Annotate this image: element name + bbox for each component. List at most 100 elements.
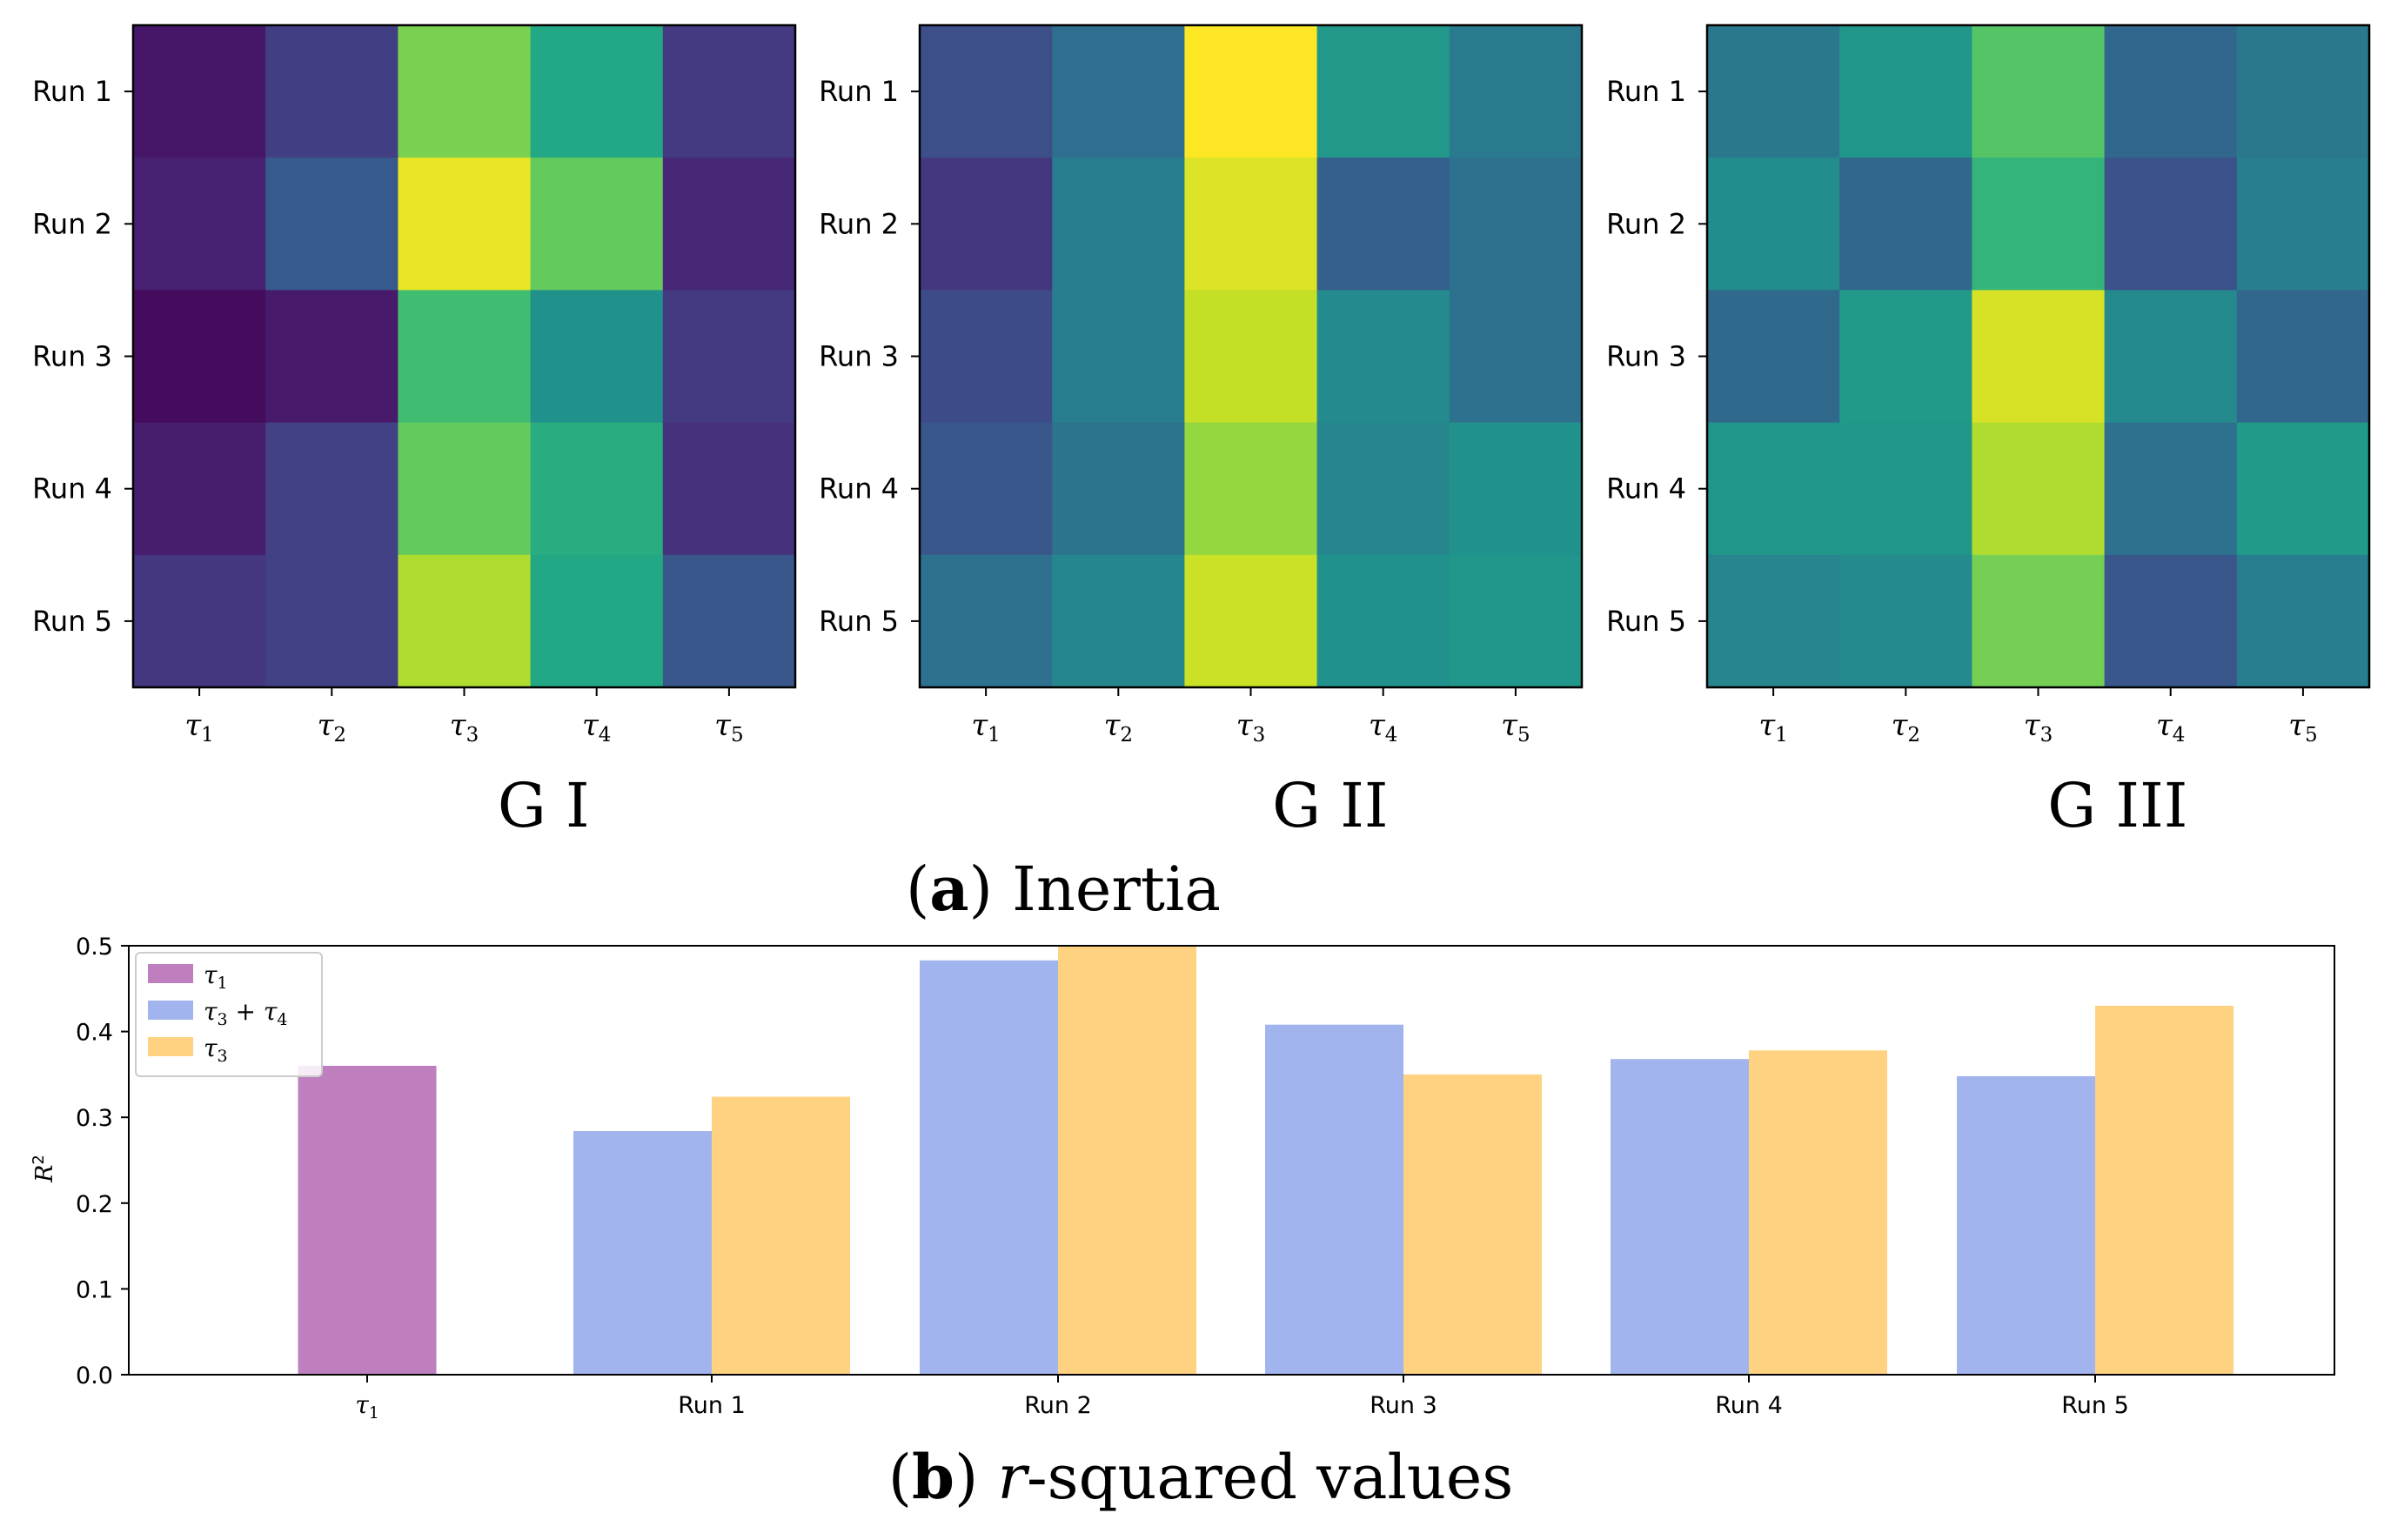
col-label: τ3 <box>450 708 479 747</box>
heatmap-title: G II <box>1272 770 1388 841</box>
heatmap-cell <box>920 25 1053 158</box>
legend: τ1 τ3 + τ4 τ3 <box>135 952 323 1077</box>
bar <box>1403 1074 1542 1375</box>
y-axis-label: R2 <box>30 1155 58 1183</box>
heatmap-title: G I <box>498 770 590 841</box>
legend-label-tau1: τ1 <box>204 961 228 993</box>
heatmap-cell <box>1839 157 1972 291</box>
heatmap-cell <box>662 290 796 424</box>
panel-a-text: Inertia <box>1012 854 1221 925</box>
heatmap-cell <box>398 25 532 158</box>
panel-b-text: -squared values <box>1027 1442 1513 1513</box>
heatmap-g3: Run 1 Run 2 Run 3 Run 4 Run 5 τ1 τ2 τ3 τ4 τ5 G I… <box>1606 23 2371 841</box>
heatmap-cell <box>1052 290 1185 424</box>
heatmap-cell <box>1707 422 1840 556</box>
x-tick-label: τ1 <box>355 1390 379 1423</box>
heatmap-cell <box>1316 25 1450 158</box>
row-label: Run 5 <box>819 605 899 638</box>
heatmap-cell <box>398 554 532 688</box>
row-label: Run 4 <box>1606 472 1686 506</box>
y-tick-label: 0.2 <box>76 1191 113 1218</box>
heatmap-cell <box>265 25 398 158</box>
heatmap-cell <box>1184 554 1318 688</box>
heatmap-cell <box>530 554 664 688</box>
row-label: Run 1 <box>1606 75 1686 108</box>
heatmap-cell <box>662 554 796 688</box>
row-label: Run 5 <box>1606 605 1686 638</box>
heatmap-cell <box>398 290 532 424</box>
bar <box>1611 1059 1749 1375</box>
col-label: τ5 <box>1501 708 1530 747</box>
heatmap-cell <box>2236 25 2370 158</box>
heatmap-cell <box>530 25 664 158</box>
heatmap-cell <box>2104 422 2238 556</box>
bar <box>712 1096 850 1375</box>
y-tick-label: 0.3 <box>76 1105 113 1132</box>
bar <box>1265 1024 1403 1375</box>
x-tick-label: Run 5 <box>2061 1392 2129 1419</box>
bar <box>1749 1050 1887 1375</box>
heatmap-cell <box>920 422 1053 556</box>
col-label: τ4 <box>582 708 611 747</box>
heatmap-cell <box>265 157 398 291</box>
heatmap-cell <box>1972 25 2106 158</box>
legend-swatch-tau3-tau4 <box>148 1001 193 1020</box>
heatmap-cell <box>398 422 532 556</box>
legend-swatch-tau1 <box>148 964 193 983</box>
heatmap-cell <box>1449 554 1583 688</box>
row-label: Run 1 <box>819 75 899 108</box>
heatmap-cell <box>2104 157 2238 291</box>
heatmap-cell <box>920 554 1053 688</box>
heatmap-cell <box>1449 157 1583 291</box>
row-label: Run 3 <box>1606 340 1686 373</box>
bar-plot-frame <box>128 945 2335 1376</box>
heatmap-cell <box>265 422 398 556</box>
heatmap-cell <box>2104 290 2238 424</box>
col-label: τ5 <box>2288 708 2317 747</box>
col-label: τ2 <box>1892 708 1920 747</box>
heatmap-cell <box>1449 25 1583 158</box>
heatmap-cell <box>1184 422 1318 556</box>
heatmap-cell <box>2236 554 2370 688</box>
heatmap-cell <box>1052 554 1185 688</box>
col-label: τ3 <box>2024 708 2053 747</box>
row-label: Run 4 <box>32 472 112 506</box>
x-tick-label: Run 1 <box>678 1392 746 1419</box>
legend-swatch-tau3 <box>148 1037 193 1056</box>
heatmap-cell <box>133 290 266 424</box>
row-label: Run 4 <box>819 472 899 506</box>
heatmap-cell <box>133 157 266 291</box>
heatmap-cell <box>1972 157 2106 291</box>
heatmap-cell <box>1316 157 1450 291</box>
col-label: τ1 <box>1758 708 1787 747</box>
heatmap-cell <box>1839 25 1972 158</box>
heatmap-cell <box>1449 422 1583 556</box>
y-tick-label: 0.4 <box>76 1020 113 1047</box>
heatmap-cell <box>1839 290 1972 424</box>
col-label: τ2 <box>1104 708 1133 747</box>
legend-label-tau3: τ3 <box>204 1034 228 1066</box>
bar <box>2095 1006 2234 1375</box>
legend-label-tau3-tau4: τ3 + τ4 <box>204 997 287 1029</box>
y-tick-label: 0.0 <box>76 1363 113 1389</box>
x-tick-label: Run 3 <box>1370 1392 1437 1419</box>
heatmap-cell <box>920 157 1053 291</box>
row-label: Run 2 <box>819 207 899 240</box>
heatmap-cell <box>1972 290 2106 424</box>
panel-b-caption: (b) r-squared values <box>888 1441 1514 1513</box>
row-label: Run 1 <box>32 75 112 108</box>
heatmap-cell <box>133 422 266 556</box>
bar-chart: 0.0 0.1 0.2 0.3 0.4 0.5 τ1 Run 1 Run 2 Run 3 Run … <box>30 934 2335 1423</box>
y-tick-label: 0.1 <box>76 1276 113 1303</box>
row-label: Run 5 <box>32 605 112 638</box>
heatmap-cell <box>530 290 664 424</box>
heatmap-cell <box>1839 554 1972 688</box>
col-label: τ1 <box>184 708 213 747</box>
row-label: Run 3 <box>32 340 112 373</box>
panel-a-letter: a <box>929 853 968 925</box>
heatmap-cell <box>2236 290 2370 424</box>
heatmap-cell <box>1707 157 1840 291</box>
heatmap-cell <box>133 554 266 688</box>
heatmap-cell <box>1316 554 1450 688</box>
